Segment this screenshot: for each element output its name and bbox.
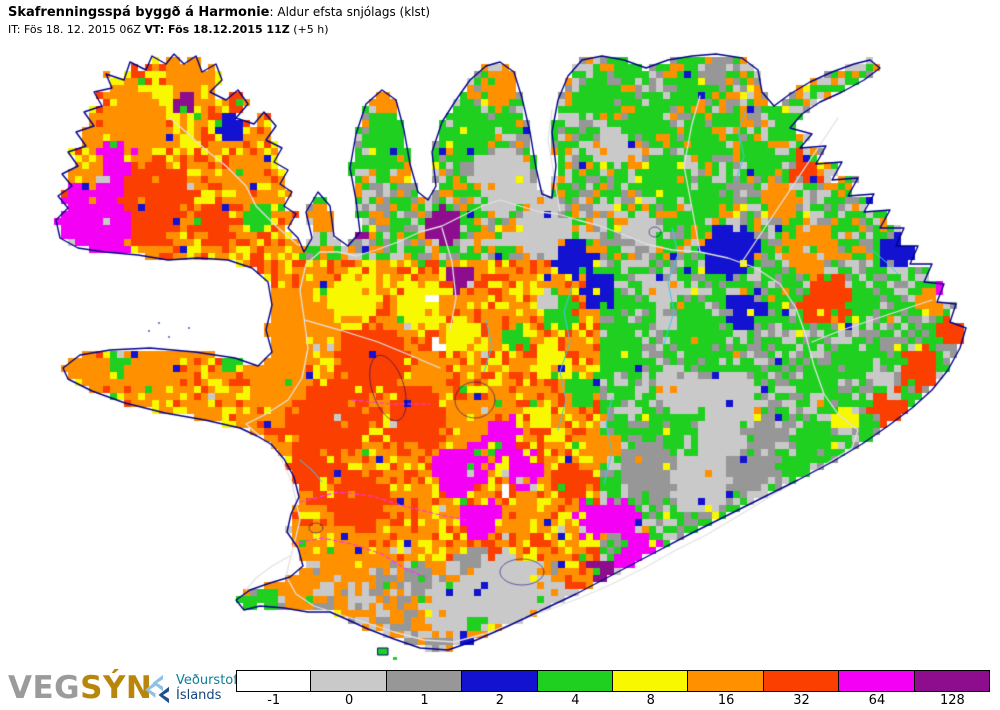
legend-label: 1 <box>420 693 429 708</box>
legend-segment: 8 <box>613 670 689 708</box>
legend-label: 0 <box>344 693 354 708</box>
legend-swatch <box>236 670 312 692</box>
legend-swatch <box>462 670 538 692</box>
init-time: IT: Fös 18. 12. 2015 06Z <box>8 23 145 36</box>
vedurstofa-logo-icon <box>145 674 169 704</box>
legend-segment: 2 <box>462 670 538 708</box>
legend-swatch <box>688 670 764 692</box>
valid-time: VT: Fös 18.12.2015 11Z <box>144 23 290 36</box>
map-header: Skafrenningsspá byggð á Harmonie: Aldur … <box>8 5 430 36</box>
legend-swatch <box>537 670 614 692</box>
map-times: IT: Fös 18. 12. 2015 06Z VT: Fös 18.12.2… <box>8 23 430 36</box>
legend-segment: 4 <box>537 670 614 708</box>
legend: -1 0 1 2 4 8 16 32 64 128 <box>236 670 991 708</box>
vedurstofa-logo-text: Veðurstofa Íslands <box>176 673 246 704</box>
legend-swatch <box>763 670 840 692</box>
vedurstofa-logo: Veðurstofa Íslands <box>142 673 246 704</box>
legend-swatch <box>914 670 991 692</box>
map-title-model: Skafrenningsspá byggð á Harmonie <box>8 5 270 20</box>
legend-segment: -1 <box>236 670 312 708</box>
vegsyn-logo-gold-text: SÝN <box>80 670 153 706</box>
map-title-parameter: : Aldur efsta snjólags (klst) <box>269 5 431 19</box>
legend-segment: 64 <box>839 670 915 708</box>
legend-label: 2 <box>495 693 505 708</box>
vegsyn-logo-gray-text: VEG <box>8 670 81 706</box>
vedurstofa-line1: Veðurstofa <box>176 673 246 689</box>
legend-swatch <box>839 670 915 692</box>
legend-label: 16 <box>717 693 735 708</box>
legend-label: 4 <box>571 693 580 708</box>
legend-segment: 32 <box>763 670 840 708</box>
legend-swatch <box>311 670 387 692</box>
legend-label: 64 <box>868 693 886 708</box>
vegsyn-logo: VEGSÝN <box>8 670 152 706</box>
legend-label: 8 <box>646 693 655 708</box>
legend-swatch <box>613 670 689 692</box>
map-title: Skafrenningsspá byggð á Harmonie: Aldur … <box>8 5 430 20</box>
legend-label: 128 <box>939 693 965 708</box>
valid-offset: (+5 h) <box>289 23 329 36</box>
legend-segment: 1 <box>386 670 463 708</box>
legend-label: 32 <box>793 693 810 708</box>
legend-segment: 16 <box>688 670 764 708</box>
legend-segment: 0 <box>311 670 387 708</box>
legend-segment: 128 <box>914 670 991 708</box>
legend-label: -1 <box>267 693 281 708</box>
vedurstofa-line2: Íslands <box>176 688 222 703</box>
legend-swatch <box>386 670 463 692</box>
